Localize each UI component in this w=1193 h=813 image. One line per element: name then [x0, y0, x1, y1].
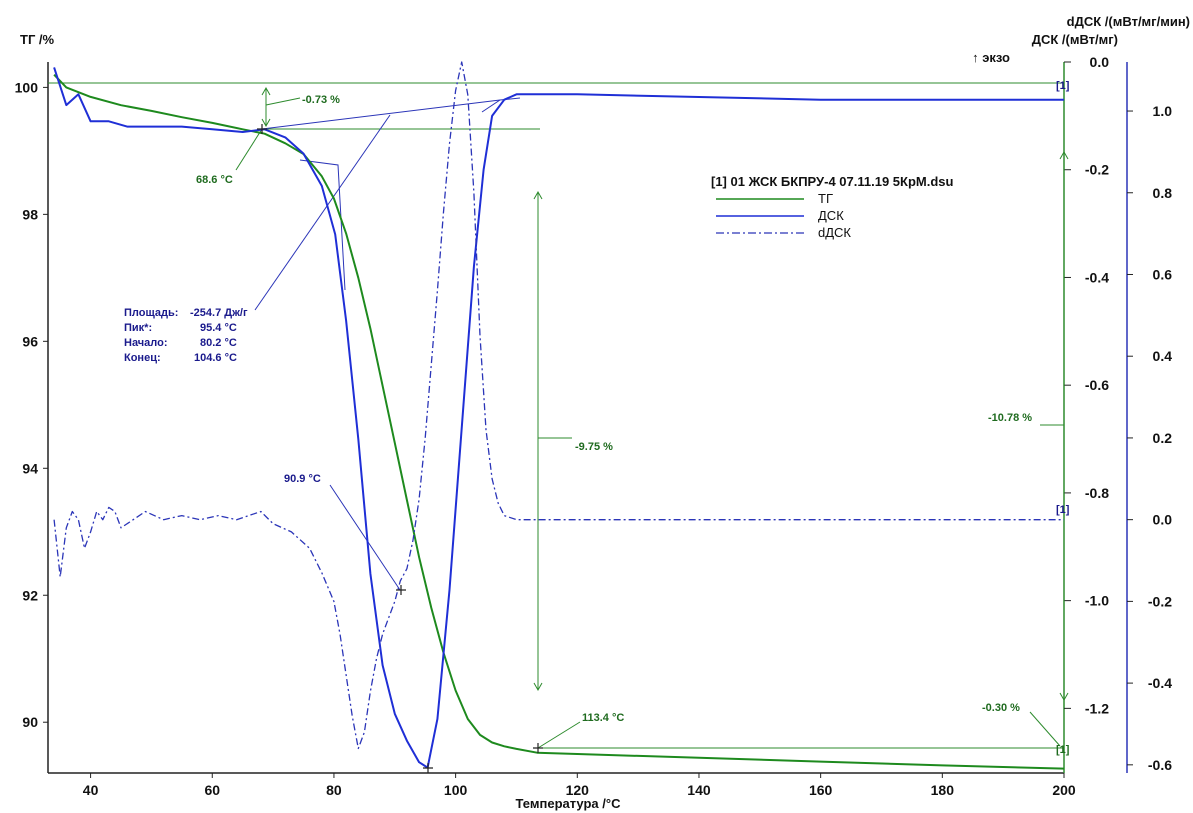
- peak-info-value: -254.7 Дж/г: [190, 307, 248, 319]
- tg-step1-arrowhead-top: [261, 86, 271, 96]
- marker-label-ddsc: [1]: [1056, 504, 1070, 516]
- ddsc-tick-label: 0.8: [1153, 185, 1173, 201]
- x-tick-label: 80: [326, 782, 342, 798]
- tg-tick-label: 90: [22, 714, 38, 730]
- ddsc-tick-label: 0.0: [1153, 512, 1173, 528]
- tg-axis-title: ТГ /%: [20, 32, 55, 47]
- tg-end-label: -0.30 %: [982, 702, 1020, 714]
- dsc-ticks: 0.0 -0.2 -0.4 -0.6 -0.8 -1.0 -1.2: [1064, 54, 1109, 716]
- peak-info-box: Площадь: -254.7 Дж/г Пик*: 95.4 °C Начал…: [124, 307, 248, 364]
- ddsc-tick-label: -0.4: [1148, 675, 1172, 691]
- tg-step1-leader: [265, 97, 301, 106]
- tg-step2-arrowhead-top: [533, 190, 543, 200]
- ddsc-tick-label: -0.6: [1148, 757, 1172, 773]
- ddsc-point-label: 90.9 °C: [284, 473, 321, 485]
- tg-total-arrowhead-top: [1059, 150, 1069, 160]
- peak-info-value: 95.4 °C: [200, 322, 237, 334]
- peak-info-key: Начало:: [124, 337, 168, 349]
- tg-tick-label: 96: [22, 333, 38, 349]
- tg-temp2-leader: [537, 721, 581, 749]
- legend-entry-tg: ТГ: [818, 191, 833, 206]
- dsc-baseline-left: [261, 99, 501, 130]
- x-tick-label: 160: [809, 782, 833, 798]
- tg-end-marker: [533, 743, 543, 753]
- tg-end-leader: [1029, 711, 1061, 747]
- exo-direction-label: ↑ экзо: [972, 50, 1010, 65]
- tg-tick-label: 92: [22, 587, 38, 603]
- legend-entry-ddsc: dДСК: [818, 225, 851, 240]
- tg-temp2-label: 113.4 °C: [582, 712, 624, 724]
- ddsc-point-marker: [396, 585, 406, 595]
- ddsc-tick-label: 0.4: [1153, 348, 1173, 364]
- ddsc-tick-label: -0.2: [1148, 593, 1172, 609]
- legend-entry-dsc: ДСК: [818, 208, 844, 223]
- peak-box-leader: [254, 114, 391, 311]
- tg-total-arrowhead-bottom: [1059, 692, 1069, 702]
- markers: [257, 124, 543, 773]
- tg-tick-label: 98: [22, 206, 38, 222]
- ddsc-ticks: 1.0 0.8 0.6 0.4 0.2 0.0 -0.2 -0.4 -0.6: [1127, 103, 1172, 773]
- tg-tick-label: 100: [15, 79, 39, 95]
- tg-step1-label: -0.73 %: [302, 94, 340, 106]
- peak-info-key: Пик*:: [124, 322, 152, 334]
- ddsc-axis-title: dДСК /(мВт/мг/мин): [1067, 14, 1190, 29]
- marker-label-tg-bottom: [1]: [1056, 744, 1070, 756]
- annotation-lines: [48, 82, 1069, 749]
- ddsc-point-leader: [329, 484, 401, 591]
- x-tick-label: 100: [444, 782, 468, 798]
- dsc-peak-marker: [423, 763, 433, 773]
- peak-info-key: Конец:: [124, 352, 161, 364]
- dsc-tick-label: -0.8: [1085, 485, 1109, 501]
- dsc-tick-label: -0.4: [1085, 269, 1109, 285]
- tg-total-label: -10.78 %: [988, 412, 1032, 424]
- x-tick-label: 60: [204, 782, 220, 798]
- dsc-integration-right: [481, 97, 521, 113]
- marker-label-tg-top: [1]: [1056, 80, 1070, 92]
- dsc-axis-title: ДСК /(мВт/мг): [1032, 32, 1118, 47]
- x-tick-label: 120: [566, 782, 590, 798]
- tg-temp1-leader: [235, 128, 263, 171]
- series-line-tg: [53, 74, 1065, 770]
- dsc-tick-label: -1.2: [1085, 700, 1109, 716]
- annotation-labels: -0.73 % 68.6 °C -9.75 % -10.78 % 113.4 °…: [196, 80, 1070, 756]
- legend-file-label: [1] 01 ЖСК БКПРУ-4 07.11.19 5КрМ.dsu: [711, 174, 954, 189]
- x-axis-title: Температура /°C: [516, 796, 622, 811]
- peak-info-key: Площадь:: [124, 307, 178, 319]
- dsc-tick-label: -0.6: [1085, 377, 1109, 393]
- x-tick-label: 200: [1052, 782, 1076, 798]
- x-tick-label: 40: [83, 782, 99, 798]
- peak-info-value: 80.2 °C: [200, 337, 237, 349]
- ddsc-tick-label: 0.2: [1153, 430, 1173, 446]
- tg-ticks: 100 98 96 94 92 90: [15, 79, 48, 730]
- ddsc-tick-label: 1.0: [1153, 103, 1173, 119]
- x-tick-label: 180: [931, 782, 955, 798]
- tg-temp1-label: 68.6 °C: [196, 174, 233, 186]
- peak-info-value: 104.6 °C: [194, 352, 237, 364]
- series-line-ddsc: [53, 61, 1064, 750]
- series-line-dsc: [53, 67, 1064, 769]
- tg-step1-arrowhead-bottom: [261, 118, 271, 128]
- x-tick-label: 140: [687, 782, 711, 798]
- ddsc-tick-label: 0.6: [1153, 266, 1173, 282]
- tg-tick-label: 94: [22, 460, 38, 476]
- tg-onset-marker: [257, 124, 267, 134]
- series-layer: [53, 61, 1065, 770]
- plot-frame: [47, 62, 1128, 774]
- tg-step2-label: -9.75 %: [575, 441, 613, 453]
- x-ticks: 40 60 80 100 120 140 160 180 200: [83, 773, 1076, 798]
- dsc-tick-label: 0.0: [1090, 54, 1110, 70]
- dsc-tick-label: -0.2: [1085, 162, 1109, 178]
- dsc-integration-line: [299, 159, 346, 291]
- dsc-tick-label: -1.0: [1085, 593, 1109, 609]
- tg-step2-arrowhead-bottom: [533, 682, 543, 692]
- legend: [1] 01 ЖСК БКПРУ-4 07.11.19 5КрМ.dsu ТГ …: [711, 174, 954, 240]
